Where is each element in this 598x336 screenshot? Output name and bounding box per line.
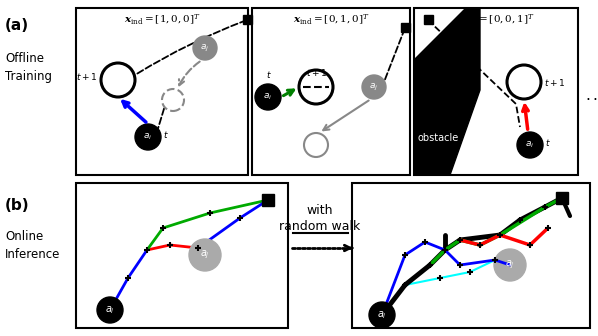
Text: $a_j$: $a_j$ <box>505 259 515 271</box>
Circle shape <box>494 249 526 281</box>
Text: with
random walk: with random walk <box>279 204 361 233</box>
Circle shape <box>193 36 217 60</box>
Text: $\boldsymbol{x}_{\mathrm{ind}} = [0,1,0]^T$: $\boldsymbol{x}_{\mathrm{ind}} = [0,1,0]… <box>292 13 370 27</box>
Text: $t+1$: $t+1$ <box>306 67 328 78</box>
Text: obstacle: obstacle <box>417 133 459 143</box>
Text: $\boldsymbol{x}_{\mathrm{ind}} = [0,0,1]^T$: $\boldsymbol{x}_{\mathrm{ind}} = [0,0,1]… <box>457 13 535 27</box>
Circle shape <box>299 70 333 104</box>
Bar <box>243 15 252 24</box>
Text: $t+1$: $t+1$ <box>77 72 98 83</box>
Circle shape <box>101 63 135 97</box>
Text: $t+1$: $t+1$ <box>544 77 566 87</box>
Circle shape <box>517 132 543 158</box>
Circle shape <box>135 124 161 150</box>
Bar <box>556 192 568 204</box>
Polygon shape <box>414 8 480 175</box>
Bar <box>424 15 433 24</box>
Text: (a): (a) <box>5 18 29 33</box>
Text: $\boldsymbol{x}_{\mathrm{ind}} = [1,0,0]^T$: $\boldsymbol{x}_{\mathrm{ind}} = [1,0,0]… <box>124 13 200 27</box>
Bar <box>76 8 248 175</box>
Circle shape <box>362 75 386 99</box>
Text: $a_i$: $a_i$ <box>377 309 387 321</box>
Text: (b): (b) <box>5 198 30 213</box>
Text: $a_i$: $a_i$ <box>263 92 273 102</box>
Text: Offline
Training: Offline Training <box>5 52 52 83</box>
Text: $t$: $t$ <box>545 137 551 149</box>
Circle shape <box>369 302 395 328</box>
Text: $...$: $...$ <box>585 87 598 102</box>
Bar <box>76 183 288 328</box>
Circle shape <box>507 65 541 99</box>
Circle shape <box>97 297 123 323</box>
Circle shape <box>162 89 184 111</box>
Text: $a_j$: $a_j$ <box>200 249 210 261</box>
Text: $t$: $t$ <box>163 129 169 140</box>
Text: $a_i$: $a_i$ <box>526 140 535 150</box>
Circle shape <box>255 84 281 110</box>
Circle shape <box>304 133 328 157</box>
Bar <box>414 8 578 175</box>
Text: $a_j$: $a_j$ <box>200 42 210 53</box>
Text: $a_j$: $a_j$ <box>370 81 379 92</box>
Bar <box>401 23 410 32</box>
Text: $a_i$: $a_i$ <box>105 304 115 316</box>
Bar <box>262 194 274 206</box>
Circle shape <box>189 239 221 271</box>
Bar <box>352 183 590 328</box>
Text: Online
Inference: Online Inference <box>5 230 60 261</box>
Text: $a_i$: $a_i$ <box>144 132 152 142</box>
Text: $t$: $t$ <box>266 69 272 80</box>
Bar <box>252 8 410 175</box>
